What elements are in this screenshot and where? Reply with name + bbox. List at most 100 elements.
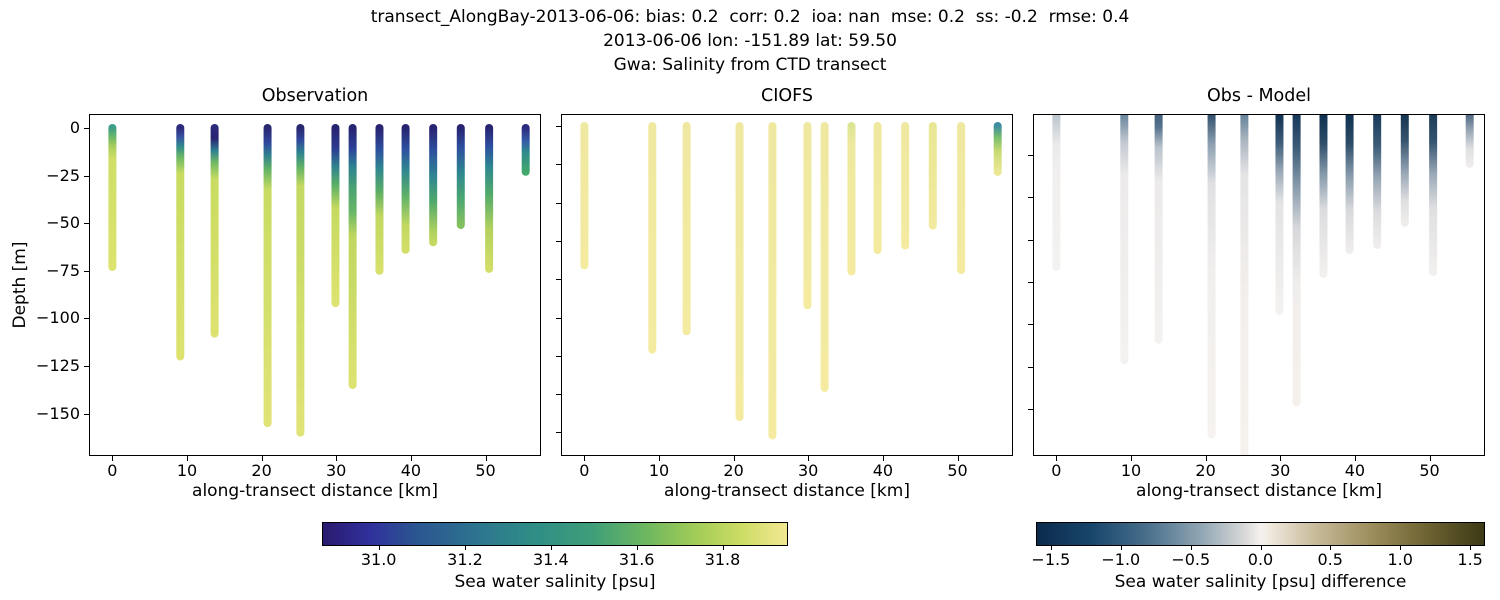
x-tick: [808, 456, 810, 461]
colorbar-tick-label: 0.5: [1317, 550, 1343, 569]
y-tick: [1028, 281, 1033, 283]
panel-axes: [561, 114, 1013, 456]
y-tick-label: 0: [69, 118, 80, 137]
y-axis-label: Depth [m]: [10, 241, 30, 329]
x-tick: [733, 456, 735, 461]
x-tick: [485, 456, 487, 461]
panel-title-observation: Observation: [261, 86, 369, 106]
x-tick-label: 0: [579, 461, 590, 480]
x-tick-label: 10: [176, 461, 198, 480]
y-tick: [556, 355, 561, 357]
colorbar-tick: [1050, 546, 1052, 550]
x-tick: [410, 456, 412, 461]
x-tick-label: 30: [798, 461, 819, 480]
panel-axes: [89, 114, 541, 456]
x-tick: [261, 456, 263, 461]
x-tick-label: 20: [251, 461, 272, 480]
y-tick: [1028, 197, 1033, 199]
y-tick: [556, 432, 561, 434]
x-tick-label: 50: [947, 461, 968, 480]
colorbar-tick-label: 31.0: [360, 550, 397, 569]
y-tick: [1028, 366, 1033, 368]
colorbar-tick: [636, 546, 638, 550]
y-tick: [1028, 408, 1033, 410]
y-tick-label: −50: [46, 213, 80, 233]
colorbar-tick: [722, 546, 724, 550]
x-axis-label: along-transect distance [km]: [664, 481, 910, 501]
y-tick: [1028, 324, 1033, 326]
x-tick-label: 50: [475, 461, 496, 480]
x-tick: [1131, 456, 1132, 461]
colorbar-tick-label: −0.5: [1171, 550, 1211, 569]
salinity-colorbar: [322, 522, 788, 546]
x-tick-label: 40: [1344, 461, 1366, 480]
x-tick-label: 0: [1051, 461, 1062, 480]
y-tick-label: −75: [46, 260, 80, 280]
colorbar-tick-label: −1.5: [1031, 550, 1071, 569]
colorbar-tick-label: 31.6: [618, 550, 655, 569]
y-tick: [84, 175, 89, 177]
x-tick: [1354, 456, 1356, 461]
y-tick: [84, 128, 89, 129]
y-tick: [556, 126, 561, 127]
panel-title-ciofs: CIOFS: [760, 86, 814, 106]
colorbar-tick-label: 31.4: [533, 550, 569, 569]
y-tick: [84, 223, 89, 225]
colorbar-tick: [1190, 546, 1192, 550]
scatter-bars-layer: [580, 122, 1002, 440]
y-tick: [84, 413, 89, 415]
x-tick-label: 40: [400, 461, 422, 480]
x-tick-label: 20: [1195, 461, 1216, 480]
x-tick: [659, 456, 660, 461]
y-tick: [84, 270, 89, 272]
x-tick: [957, 456, 959, 461]
colorbar-tick: [1470, 546, 1472, 550]
colorbar-tick-label: 1.0: [1387, 550, 1413, 569]
figure-title-date-location: 2013-06-06 lon: -151.89 lat: 59.50: [603, 31, 897, 51]
y-tick-label: −25: [46, 165, 80, 185]
colorbar-tick: [1120, 546, 1122, 550]
y-tick-label: −125: [36, 356, 80, 375]
colorbar-label: Sea water salinity [psu]: [454, 572, 656, 592]
x-tick-label: 20: [723, 461, 744, 480]
colorbar-label: Sea water salinity [psu] difference: [1114, 572, 1407, 592]
y-tick: [556, 279, 561, 281]
figure-title-stats: transect_AlongBay-2013-06-06: bias: 0.2 …: [370, 7, 1130, 27]
y-tick: [556, 240, 561, 242]
colorbar-tick: [1400, 546, 1402, 550]
x-tick: [187, 456, 188, 461]
difference-colorbar: [1036, 522, 1485, 546]
figure-title-variable: Gwa: Salinity from CTD transect: [613, 55, 887, 75]
colorbar-tick-label: 1.5: [1457, 550, 1483, 569]
colorbar-tick: [550, 546, 552, 550]
y-tick: [556, 164, 561, 166]
y-tick: [84, 318, 89, 320]
x-tick: [584, 456, 586, 461]
colorbar-tick-label: −1.0: [1101, 550, 1141, 569]
y-tick: [1028, 239, 1033, 241]
colorbar-tick-label: 31.8: [704, 550, 741, 569]
x-axis-label: along-transect distance [km]: [1136, 481, 1382, 501]
panel-title-obs-model: Obs - Model: [1207, 86, 1311, 106]
x-tick: [1205, 456, 1207, 461]
x-tick-label: 50: [1419, 461, 1440, 480]
x-tick-label: 30: [326, 461, 347, 480]
colorbar-tick-label: 0.0: [1247, 550, 1274, 569]
colorbar-tick: [378, 546, 380, 550]
x-tick: [1056, 456, 1058, 461]
x-tick-label: 0: [107, 461, 118, 480]
y-tick: [556, 317, 561, 319]
x-tick-label: 40: [872, 461, 894, 480]
x-tick: [1429, 456, 1431, 461]
y-tick: [84, 366, 89, 367]
x-tick: [1280, 456, 1282, 461]
x-axis-label: along-transect distance [km]: [192, 481, 438, 501]
panel-axes: [1033, 114, 1485, 456]
x-tick: [112, 456, 114, 461]
x-tick-label: 30: [1270, 461, 1291, 480]
y-tick-label: −100: [36, 308, 80, 328]
colorbar-tick-label: 31.2: [447, 550, 483, 569]
x-tick-label: 10: [648, 461, 670, 480]
scatter-bars-layer: [108, 124, 530, 437]
